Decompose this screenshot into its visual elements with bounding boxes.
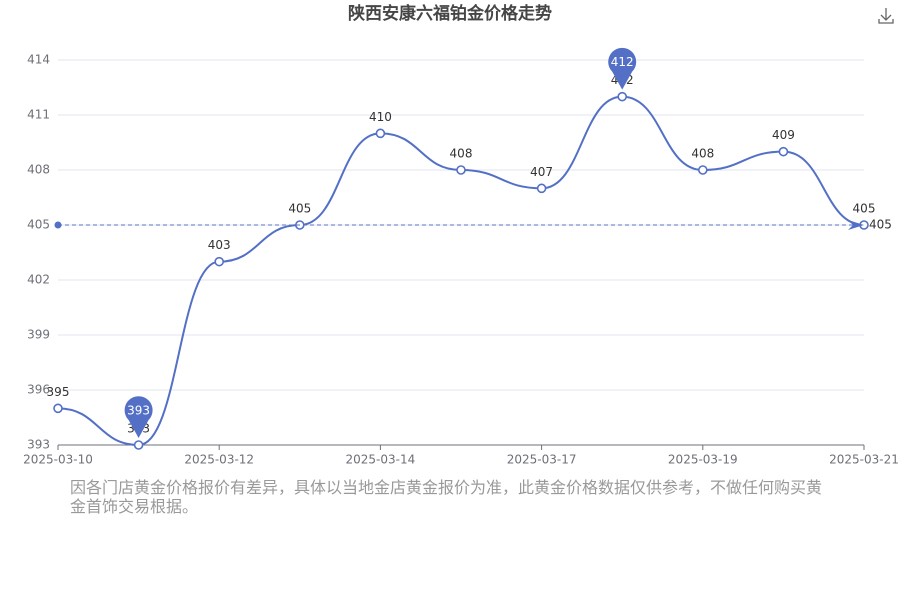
point (536, 183, 547, 194)
point (697, 165, 708, 175)
point (778, 146, 789, 157)
data-label: 410 (369, 110, 392, 124)
mark-pin-label: 393 (127, 404, 150, 418)
footnote: 因各门店黄金价格报价有差异，具体以当地金店黄金报价为准，此黄金价格数据仅供参考，… (70, 478, 823, 516)
data-label: 403 (208, 238, 231, 252)
point (456, 165, 466, 175)
x-tick-label: 2025-03-12 (184, 453, 254, 467)
y-tick-label: 399 (27, 328, 50, 342)
y-tick-label: 396 (27, 383, 50, 397)
data-label: 395 (47, 385, 70, 399)
average-start (54, 221, 62, 229)
y-tick-label: 402 (27, 273, 50, 287)
x-tick-label: 2025-03-10 (23, 453, 93, 467)
y-tick-label: 414 (27, 53, 50, 67)
y-tick-label: 411 (27, 108, 50, 122)
point (133, 440, 144, 450)
data-label: 408 (450, 147, 473, 161)
average-arrow (848, 220, 864, 230)
data-label: 407 (530, 165, 553, 179)
point (53, 403, 63, 414)
x-tick-label: 2025-03-19 (668, 453, 738, 467)
average-label: 405 (869, 218, 892, 232)
x-tick-label: 2025-03-21 (829, 453, 899, 467)
mark-pin (124, 396, 153, 438)
chart-title: 陕西安康六福铂金价格走势 (348, 3, 552, 24)
point (214, 256, 224, 267)
y-tick-label: 393 (27, 438, 50, 452)
data-label: 408 (691, 147, 714, 161)
line (57, 95, 865, 447)
y-tick-label: 405 (27, 218, 50, 232)
download-icon[interactable] (878, 8, 894, 24)
data-label: 405 (853, 202, 876, 216)
data-label: 405 (288, 202, 311, 216)
mark-pin (608, 47, 637, 90)
x-tick-label: 2025-03-14 (346, 453, 416, 467)
point (617, 91, 628, 102)
x-tick-label: 2025-03-17 (507, 453, 577, 467)
data-label: 409 (772, 128, 795, 142)
y-tick-label: 408 (27, 163, 50, 177)
point (375, 128, 386, 139)
mark-pin-label: 412 (611, 55, 634, 69)
